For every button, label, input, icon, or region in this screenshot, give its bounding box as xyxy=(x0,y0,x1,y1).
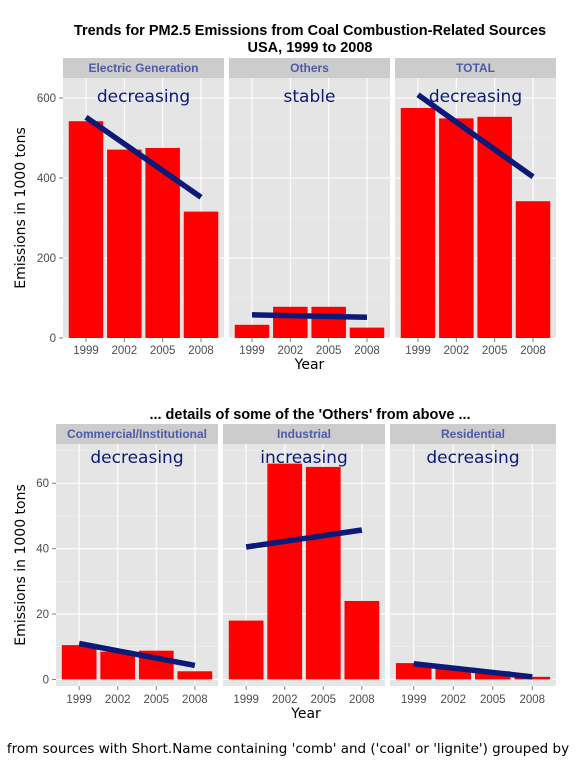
y-tick-label: 200 xyxy=(37,253,56,265)
x-tick-label: 2005 xyxy=(150,345,176,357)
bar-2002 xyxy=(273,306,308,338)
y-axis-label: Emissions in 1000 tons xyxy=(13,484,29,646)
trend-line xyxy=(416,92,535,180)
x-tick-label: 2002 xyxy=(444,345,470,357)
bar-2002 xyxy=(100,651,136,680)
x-tick-label: 1999 xyxy=(73,345,99,357)
x-tick-label: 2008 xyxy=(354,345,380,357)
x-tick-label: 2002 xyxy=(105,694,131,706)
panel-others: Others stable 1999 2002 2005 2008 xyxy=(229,58,390,357)
facet-strip-label: Commercial/Institutional xyxy=(67,427,207,441)
x-tick-label: 2008 xyxy=(519,694,545,706)
trend-annotation: stable xyxy=(284,87,336,107)
trend-annotation: decreasing xyxy=(426,448,519,468)
facet-strip xyxy=(395,58,556,78)
x-tick-label: 2005 xyxy=(310,694,336,706)
x-tick-label: 1999 xyxy=(233,694,259,706)
chart-subtitle: USA, 1999 to 2008 xyxy=(248,40,373,56)
facet-strip-label: Electric Generation xyxy=(88,61,198,75)
y-tick-label: 20 xyxy=(36,609,49,621)
bar-2005 xyxy=(474,671,511,680)
chart-title: ... details of some of the 'Others' from… xyxy=(149,407,470,423)
bar-2002 xyxy=(435,668,472,680)
x-tick-label: 2002 xyxy=(440,694,466,706)
bar-2002 xyxy=(439,118,474,339)
bar-1999 xyxy=(68,121,104,338)
x-tick-label: 2002 xyxy=(112,345,138,357)
bar-2008 xyxy=(514,676,551,680)
bar-2005 xyxy=(311,306,346,338)
bar-2008 xyxy=(515,201,551,338)
facet-strip-label: TOTAL xyxy=(456,61,495,75)
bar-2002 xyxy=(107,149,142,338)
trend-line xyxy=(251,312,368,320)
panel-commercial-institutional: Commercial/Institutional decreasing 1999 20… xyxy=(36,424,218,706)
x-tick-label: 2005 xyxy=(480,694,506,706)
x-tick-label: 2005 xyxy=(143,694,169,706)
x-axis-label: Year xyxy=(290,706,321,722)
chart-1: Trends for PM2.5 Emissions from Coal Com… xyxy=(13,23,556,373)
y-tick-label: 60 xyxy=(36,478,49,490)
facet-strip-label: Industrial xyxy=(277,427,331,441)
footer-note: from sources with Short.Name containing … xyxy=(7,741,569,757)
x-axis-label: Year xyxy=(294,357,325,373)
trend-line xyxy=(413,661,533,680)
chart-title: Trends for PM2.5 Emissions from Coal Com… xyxy=(74,23,546,39)
y-tick-label: 600 xyxy=(37,93,56,105)
x-tick-label: 1999 xyxy=(239,345,265,357)
trend-annotation: decreasing xyxy=(97,87,190,107)
y-tick-label: 0 xyxy=(50,333,56,345)
facet-strip xyxy=(229,58,390,78)
facet-strip-label: Residential xyxy=(441,427,505,441)
bar-2008 xyxy=(183,211,219,338)
bar-1999 xyxy=(61,645,97,680)
panel-background xyxy=(390,444,556,686)
facet-strip xyxy=(390,424,556,444)
chart-2: ... details of some of the 'Others' from… xyxy=(13,407,556,722)
trend-line xyxy=(245,527,363,550)
y-tick-label: 400 xyxy=(37,173,56,185)
x-tick-label: 2005 xyxy=(316,345,342,357)
trend-annotation: decreasing xyxy=(90,448,183,468)
trend-line xyxy=(78,640,196,669)
trend-annotation: decreasing xyxy=(429,87,522,107)
facet-strip-label: Others xyxy=(290,61,329,75)
facet-strip xyxy=(63,58,224,78)
y-tick-label: 40 xyxy=(36,544,49,556)
bar-1999 xyxy=(234,324,270,338)
bar-1999 xyxy=(400,108,436,338)
bar-2005 xyxy=(305,466,341,680)
x-tick-label: 2008 xyxy=(520,345,546,357)
facet-strip xyxy=(223,424,385,444)
panel-total: TOTAL decreasing 1999 2002 2005 2008 xyxy=(395,58,556,357)
bar-2008 xyxy=(177,671,213,680)
trend-line xyxy=(84,114,203,200)
panel-residential: Residential decreasing 1999 2002 2005 2008 xyxy=(390,424,556,706)
x-tick-label: 2008 xyxy=(349,694,375,706)
facet-strip xyxy=(56,424,218,444)
trend-annotation: increasing xyxy=(260,448,347,468)
panel-industrial: Industrial increasing 1999 2002 2005 2008 xyxy=(223,424,385,706)
x-tick-label: 2002 xyxy=(278,345,304,357)
x-tick-label: 1999 xyxy=(401,694,427,706)
y-tick-label: 0 xyxy=(43,674,49,686)
bar-2008 xyxy=(349,327,385,338)
x-tick-label: 2005 xyxy=(482,345,508,357)
y-axis-label: Emissions in 1000 tons xyxy=(13,127,29,289)
x-tick-label: 2008 xyxy=(182,694,208,706)
x-tick-label: 2002 xyxy=(272,694,298,706)
bar-2008 xyxy=(344,600,380,680)
x-tick-label: 1999 xyxy=(405,345,431,357)
bar-2002 xyxy=(267,463,303,680)
bar-1999 xyxy=(228,620,264,680)
panel-background xyxy=(229,78,390,338)
bar-2005 xyxy=(477,116,512,338)
x-tick-label: 2008 xyxy=(188,345,214,357)
x-tick-label: 1999 xyxy=(66,694,92,706)
panel-electric-generation: Electric Generation decreasing 1999 2002 200… xyxy=(37,58,224,357)
